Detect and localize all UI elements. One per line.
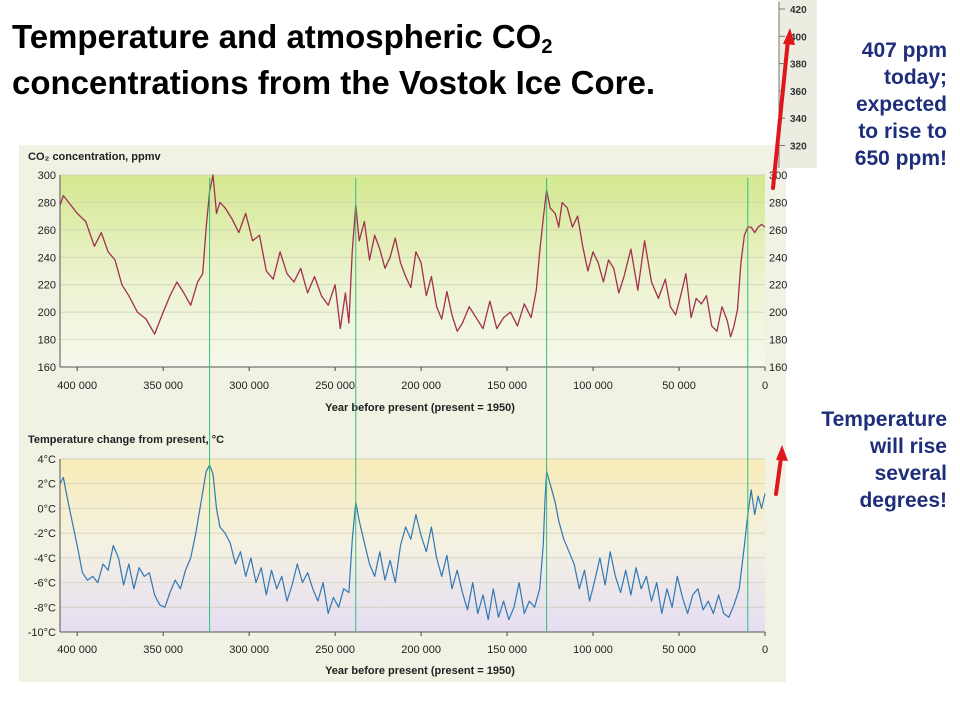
co2-x-tick-label: 350 000 [143,380,183,392]
co2-callout-line: today; [884,66,947,89]
temperature-x-tick-label: 50 000 [662,644,696,656]
inset-scale-label: 320 [790,142,807,153]
co2-y-tick-label-right: 220 [769,280,787,292]
co2-y-tick-label: 180 [38,335,56,347]
co2-y-tick-label: 300 [38,170,56,182]
co2-y-tick-label-right: 200 [769,307,787,319]
co2-y-tick-label-right: 300 [769,170,787,182]
co2-y-tick-label: 200 [38,307,56,319]
temperature-y-tick-label: 2°C [38,479,57,491]
inset-scale-label: 400 [790,32,807,43]
co2-series-line [59,174,766,338]
temperature-callout-line: degrees! [859,489,947,512]
temperature-axis-title: Temperature change from present, °C [28,434,224,446]
co2-y-tick-label: 220 [38,280,56,292]
co2-callout-line: 407 ppm [861,39,947,62]
co2-y-tick-label: 160 [38,362,56,374]
temperature-y-tick-label: -8°C [34,602,56,614]
co2-y-tick-label-right: 280 [769,197,787,209]
co2-x-tick-label: 100 000 [573,380,613,392]
co2-y-tick-label-right: 240 [769,252,787,264]
inset-scale-label: 340 [790,114,807,125]
co2-x-tick-label: 250 000 [315,380,355,392]
temperature-x-tick-label: 150 000 [487,644,527,656]
co2-callout: 407 ppm today; expected to rise to 650 ppm! [815,37,947,172]
temperature-x-tick-label: 0 [762,644,768,656]
temperature-rise-arrow [774,445,788,496]
co2-axis-title: CO₂ concentration, ppmv [28,151,162,163]
co2-x-tick-label: 50 000 [662,380,696,392]
co2-y-tick-label: 280 [38,197,56,209]
co2-x-axis-title: Year before present (present = 1950) [325,402,515,414]
temperature-callout-line: will rise [869,435,947,458]
co2-x-tick-label: 200 000 [401,380,441,392]
co2-callout-line: expected [855,93,947,116]
temperature-y-tick-label: -10°C [28,627,56,639]
title-line2: concentrations from the Vostok Ice Core. [12,64,656,101]
temperature-x-tick-label: 250 000 [315,644,355,656]
co2-y-tick-label: 260 [38,225,56,237]
co2-plot-area [60,175,765,367]
temperature-series-line [59,464,766,621]
temperature-plot-area [60,459,765,632]
co2-x-tick-label: 150 000 [487,380,527,392]
co2-callout-line: to rise to [858,120,947,143]
inset-scale-label: 380 [790,60,807,71]
temperature-callout-line: Temperature [821,408,947,431]
temperature-x-tick-label: 200 000 [401,644,441,656]
temperature-x-tick-label: 400 000 [57,644,97,656]
co2-y-tick-label-right: 180 [769,335,787,347]
co2-y-tick-label-right: 160 [769,362,787,374]
temperature-x-tick-label: 100 000 [573,644,613,656]
title-subscript: 2 [541,36,553,58]
inset-scale-label: 420 [790,5,807,16]
co2-x-tick-label: 400 000 [57,380,97,392]
temperature-y-tick-label: -2°C [34,528,56,540]
temperature-x-tick-label: 300 000 [229,644,269,656]
co2-x-tick-label: 0 [762,380,768,392]
slide-title: Temperature and atmospheric CO2 concentra… [12,14,762,106]
inset-scale-label: 360 [790,87,807,98]
temperature-y-tick-label: 4°C [38,454,57,466]
temperature-x-axis-title: Year before present (present = 1950) [325,665,515,677]
co2-y-tick-label: 240 [38,252,56,264]
temperature-callout-line: several [874,462,947,485]
co2-y-tick-label-right: 260 [769,225,787,237]
temperature-y-tick-label: 0°C [38,503,57,515]
co2-callout-line: 650 ppm! [854,147,947,170]
title-line1: Temperature and atmospheric CO [12,18,542,55]
temperature-x-tick-label: 350 000 [143,644,183,656]
co2-x-tick-label: 300 000 [229,380,269,392]
temperature-y-tick-label: -4°C [34,553,56,565]
co2-rise-arrow [771,28,795,190]
temperature-callout: Temperature will rise several degrees! [770,406,947,514]
temperature-y-tick-label: -6°C [34,578,56,590]
